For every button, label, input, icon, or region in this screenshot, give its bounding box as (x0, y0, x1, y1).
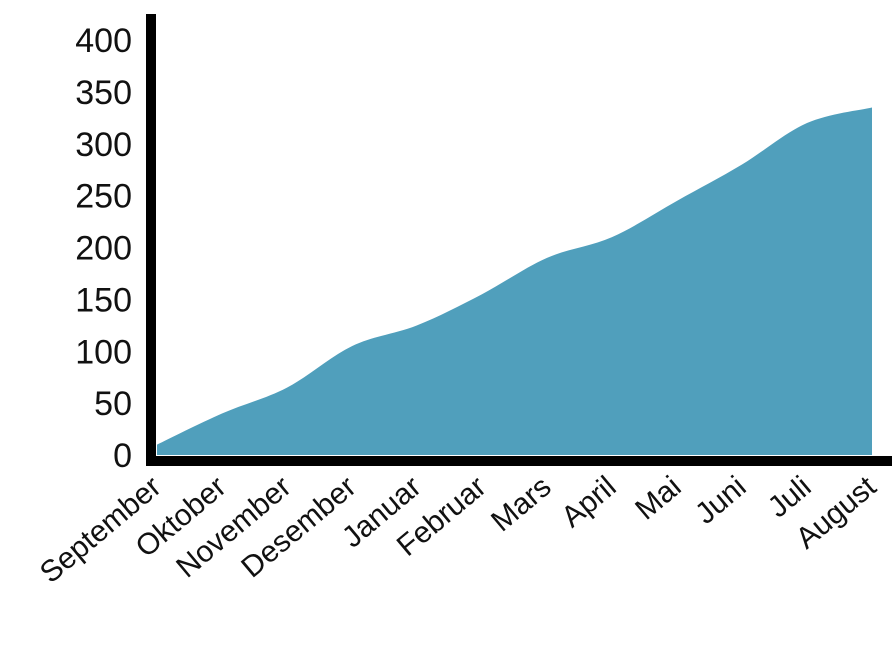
y-tick-label: 350 (75, 74, 132, 112)
y-tick-label: 300 (75, 126, 132, 164)
x-tick-label: Mars (485, 470, 557, 538)
plot-area (157, 107, 872, 455)
area-series (157, 107, 872, 455)
y-tick-label: 100 (75, 333, 132, 371)
y-tick-label: 50 (94, 385, 132, 423)
axes (146, 14, 892, 466)
y-tick-label: 400 (75, 22, 132, 60)
x-axis-labels: September Oktober November Desember Janu… (34, 470, 883, 590)
y-tick-label: 0 (113, 437, 132, 475)
y-axis-ticks: 0 50 100 150 200 250 300 350 400 (75, 22, 132, 475)
x-tick-label: Juni (689, 470, 752, 531)
y-tick-label: 250 (75, 178, 132, 216)
y-tick-label: 200 (75, 230, 132, 268)
y-tick-label: 150 (75, 281, 132, 319)
x-tick-label: Mai (629, 470, 687, 526)
x-tick-label: April (555, 470, 622, 534)
